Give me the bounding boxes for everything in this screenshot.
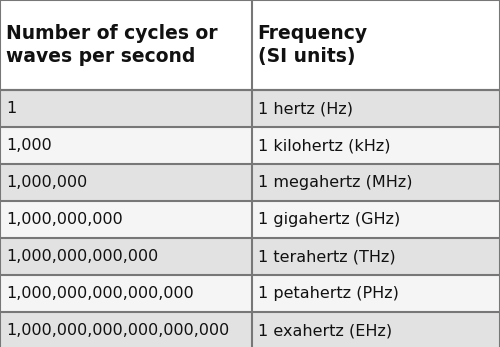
Bar <box>0 164 500 201</box>
Text: 1,000,000,000,000,000,000: 1,000,000,000,000,000,000 <box>6 323 229 338</box>
Bar <box>0 275 500 312</box>
Bar <box>0 312 500 347</box>
Text: Number of cycles or
waves per second: Number of cycles or waves per second <box>6 24 218 66</box>
Text: 1 exahertz (EHz): 1 exahertz (EHz) <box>258 323 392 338</box>
Bar <box>0 238 500 275</box>
Bar <box>0 90 500 127</box>
Text: 1 megahertz (MHz): 1 megahertz (MHz) <box>258 175 412 190</box>
Text: Frequency
(SI units): Frequency (SI units) <box>258 24 368 66</box>
Text: 1,000: 1,000 <box>6 138 52 153</box>
Text: 1,000,000: 1,000,000 <box>6 175 87 190</box>
Bar <box>0 0 500 90</box>
Text: 1: 1 <box>6 101 16 116</box>
Text: 1,000,000,000,000: 1,000,000,000,000 <box>6 249 158 264</box>
Bar <box>0 127 500 164</box>
Text: 1,000,000,000: 1,000,000,000 <box>6 212 123 227</box>
Text: 1,000,000,000,000,000: 1,000,000,000,000,000 <box>6 286 194 301</box>
Text: 1 petahertz (PHz): 1 petahertz (PHz) <box>258 286 398 301</box>
Text: 1 gigahertz (GHz): 1 gigahertz (GHz) <box>258 212 400 227</box>
Text: 1 hertz (Hz): 1 hertz (Hz) <box>258 101 352 116</box>
Bar <box>0 201 500 238</box>
Text: 1 kilohertz (kHz): 1 kilohertz (kHz) <box>258 138 390 153</box>
Text: 1 terahertz (THz): 1 terahertz (THz) <box>258 249 395 264</box>
